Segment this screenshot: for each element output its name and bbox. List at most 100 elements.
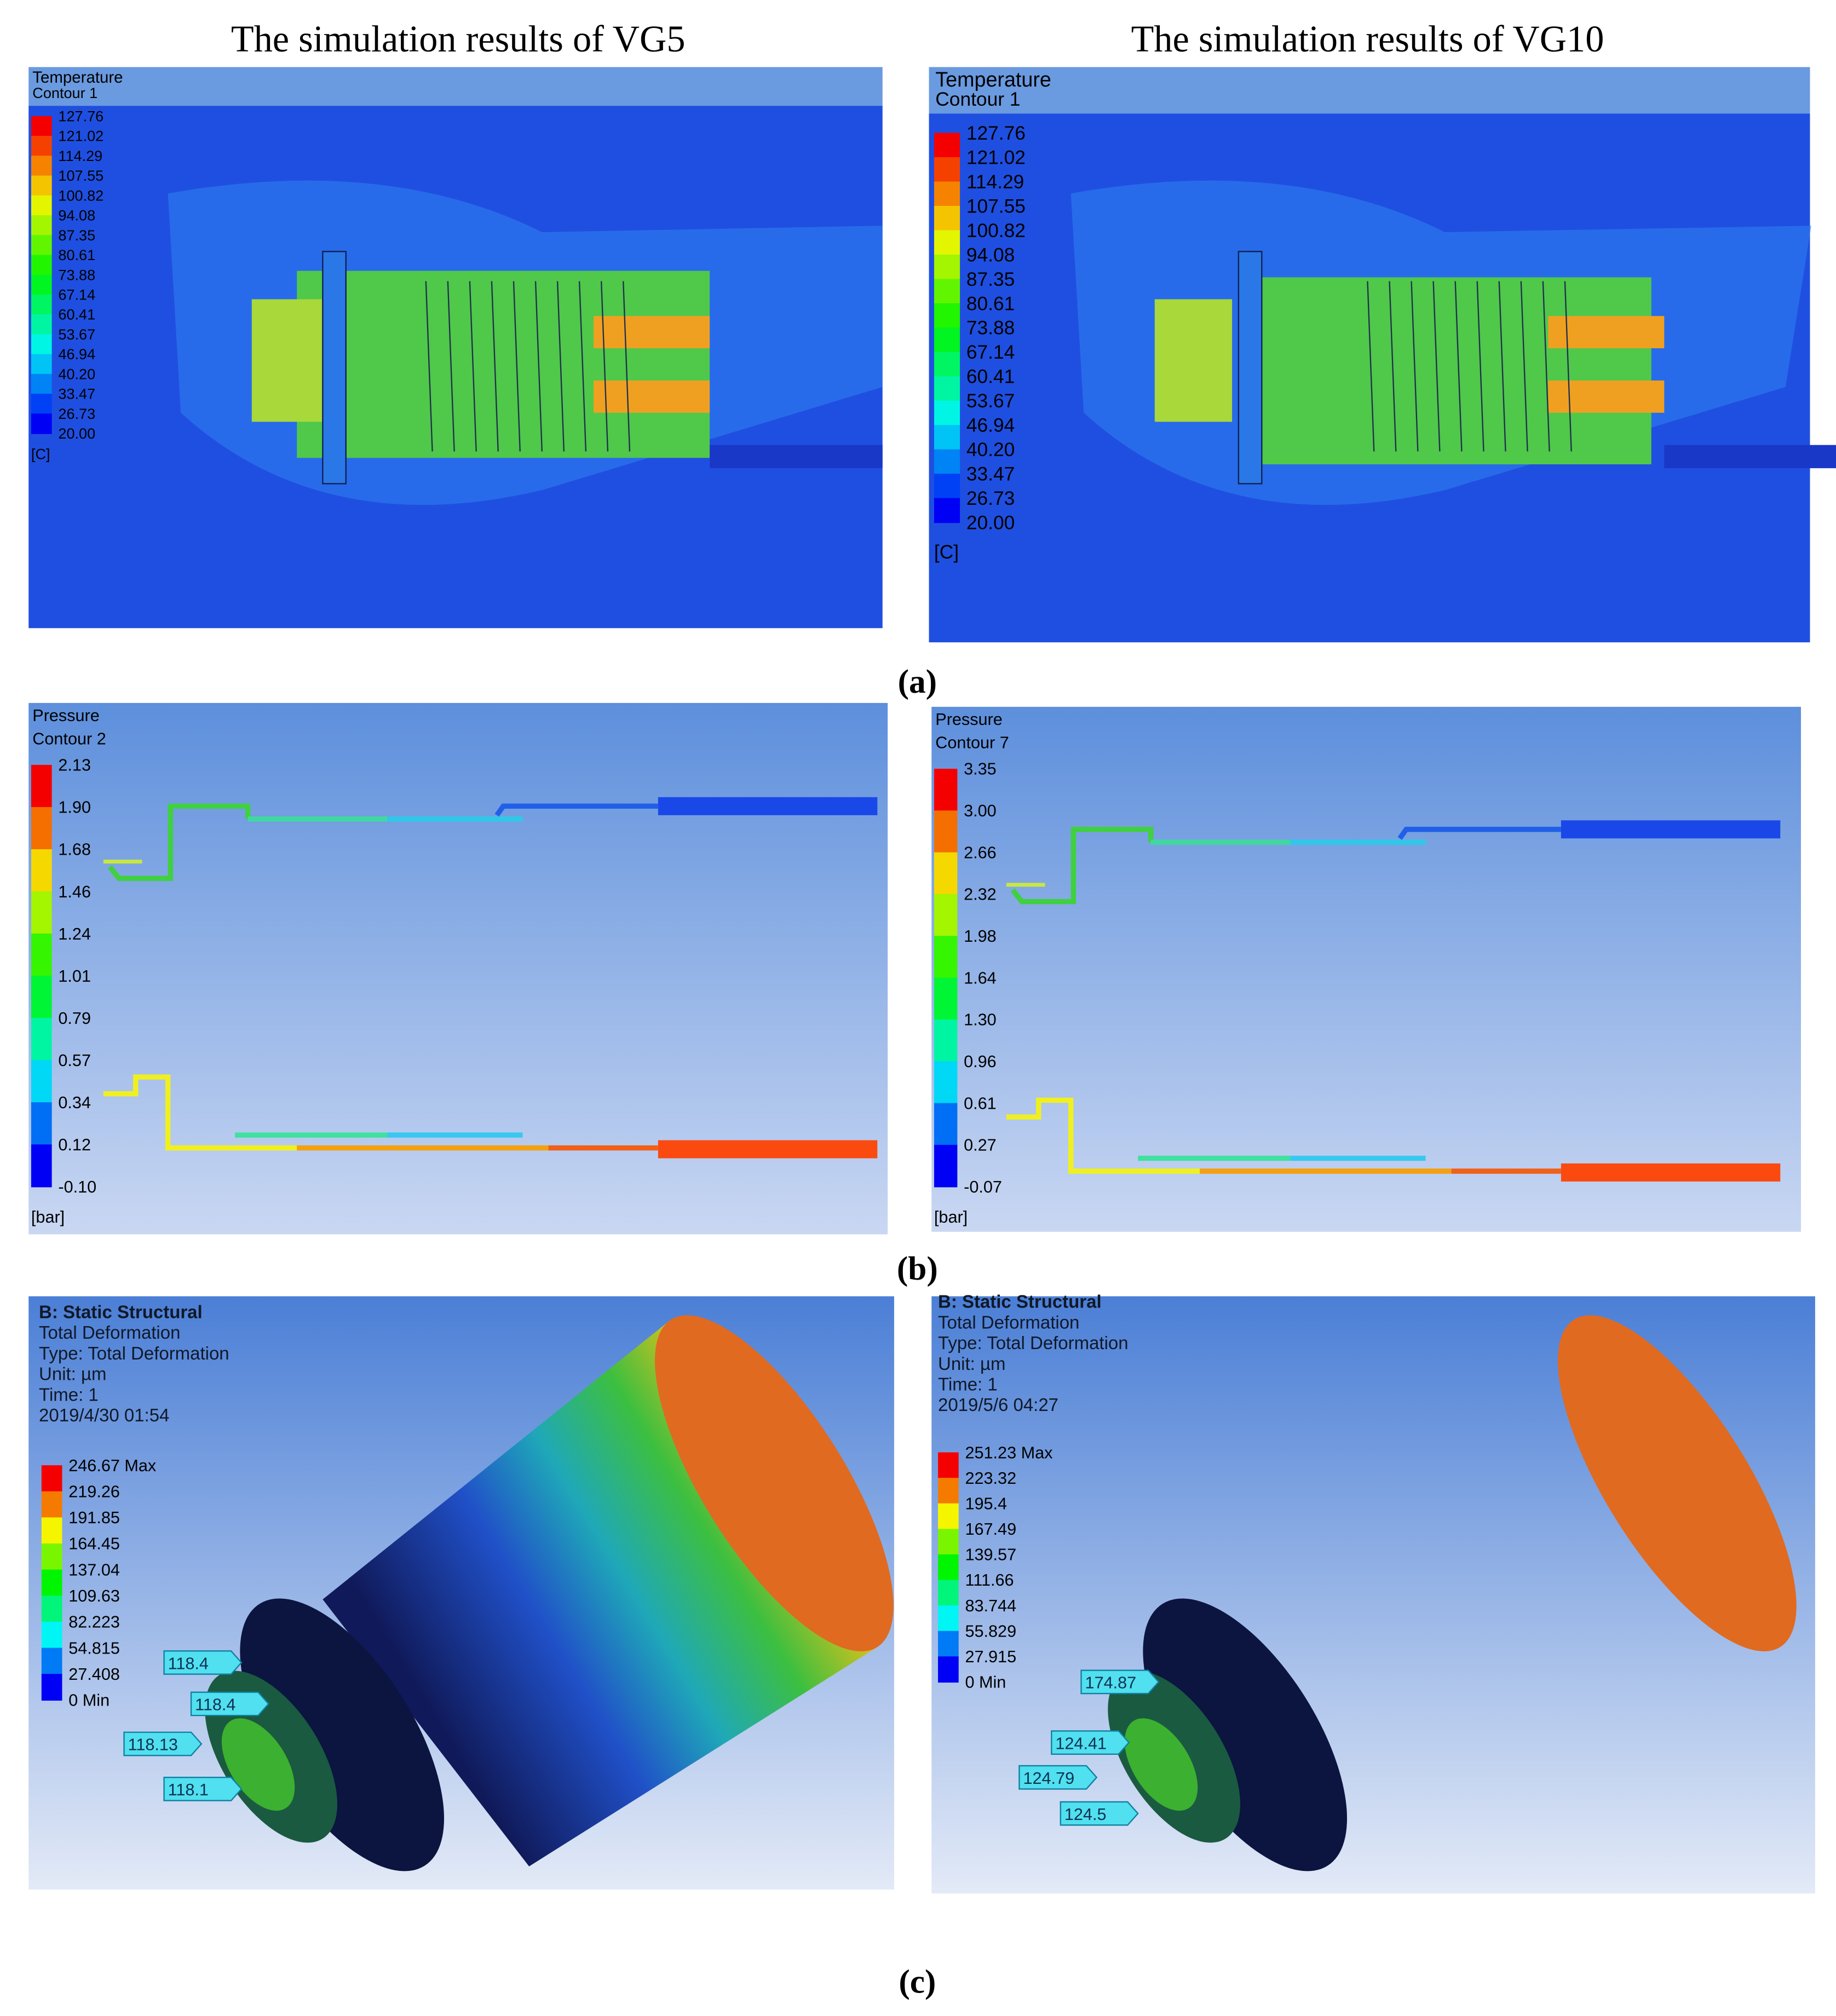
legend-label: 167.49 — [965, 1520, 1016, 1539]
legend-label: 26.73 — [966, 488, 1015, 509]
result-info: Unit: µm — [39, 1364, 106, 1384]
legend-label: 1.46 — [58, 883, 91, 901]
legend-swatch — [41, 1621, 62, 1649]
legend-swatch — [934, 498, 960, 523]
legend-label: 114.29 — [966, 171, 1024, 193]
legend-swatch — [31, 1060, 52, 1103]
legend-label: 3.00 — [964, 802, 997, 820]
cylinder-end — [654, 1315, 894, 1651]
legend-label: 33.47 — [966, 464, 1015, 485]
hot-band — [594, 316, 710, 349]
legend-label: 191.85 — [68, 1508, 120, 1527]
fin — [1389, 281, 1397, 452]
legend-label: 54.815 — [68, 1639, 120, 1657]
fin — [469, 281, 477, 452]
legend-swatch — [934, 852, 958, 895]
legend-label: 3.35 — [964, 760, 997, 779]
probe-callout — [1018, 1765, 1098, 1790]
legend-label: 55.829 — [965, 1622, 1016, 1640]
legend-label: 121.02 — [58, 128, 103, 145]
legend-label: 107.55 — [966, 195, 1026, 217]
legend-label: 20.00 — [966, 512, 1015, 533]
legend-swatch — [41, 1569, 62, 1597]
legend-swatch — [934, 206, 960, 231]
legend-label: 1.30 — [964, 1011, 997, 1029]
legend-swatch — [934, 400, 960, 426]
legend-swatch — [938, 1605, 959, 1632]
probe-value: 118.13 — [128, 1736, 178, 1754]
legend-label: 1.24 — [58, 925, 91, 943]
device-hub — [251, 299, 330, 422]
legend-title: Pressure — [935, 710, 1002, 729]
fin — [1476, 281, 1484, 452]
probe-value: 124.5 — [1064, 1805, 1107, 1824]
legend-swatch — [31, 195, 52, 216]
fin — [491, 281, 499, 452]
legend-swatch — [934, 254, 960, 280]
result-info: Unit: µm — [938, 1353, 1005, 1374]
hot-band — [1548, 380, 1665, 413]
legend-swatch — [934, 1061, 958, 1104]
result-title: B: Static Structural — [938, 1292, 1102, 1312]
flange — [322, 251, 347, 485]
channel — [494, 803, 658, 817]
legend-swatch — [934, 352, 960, 377]
legend-swatch — [934, 425, 960, 450]
legend-label: 94.08 — [966, 244, 1015, 266]
flange — [1238, 251, 1263, 485]
legend-swatch — [938, 1631, 959, 1657]
legend-subtitle: Contour 1 — [935, 89, 1020, 110]
channel — [1006, 1097, 1200, 1174]
legend-swatch — [41, 1465, 62, 1492]
legend-swatch — [938, 1554, 959, 1581]
channel — [1010, 827, 1154, 905]
legend-swatch — [41, 1648, 62, 1675]
legend-swatch — [938, 1580, 959, 1606]
device-body — [297, 270, 710, 458]
legend-subtitle: Contour 7 — [935, 733, 1009, 752]
legend-swatch — [31, 1018, 52, 1061]
outlet — [1664, 445, 1836, 469]
legend-swatch — [934, 1103, 958, 1146]
legend-label: 67.14 — [58, 286, 95, 303]
legend-label: 60.41 — [966, 366, 1015, 388]
legend-label: 82.223 — [68, 1613, 120, 1632]
header-bar — [929, 67, 1810, 114]
legend-label: 80.61 — [966, 293, 1015, 314]
legend-label: 33.47 — [58, 385, 95, 402]
legend-swatch — [31, 334, 52, 355]
probe-callout — [190, 1691, 269, 1717]
legend-label: 40.20 — [58, 365, 95, 382]
legend-label: 94.08 — [58, 207, 95, 224]
fin — [1498, 281, 1506, 452]
legend-swatch — [934, 977, 958, 1021]
legend-label: 0.57 — [58, 1051, 91, 1070]
legend-label: 80.61 — [58, 246, 95, 263]
channel — [1397, 827, 1561, 840]
legend-label: 223.32 — [965, 1469, 1016, 1488]
legend-label: 0.79 — [58, 1009, 91, 1028]
legend-label: 127.76 — [58, 107, 103, 124]
device-body — [1238, 277, 1651, 465]
legend-unit: [bar] — [934, 1208, 968, 1226]
legend-label: 26.73 — [58, 405, 95, 422]
legend-label: 127.76 — [966, 123, 1026, 144]
legend-label: 1.68 — [58, 840, 91, 859]
legend-swatch — [938, 1478, 959, 1504]
legend-label: 251.23 Max — [965, 1443, 1052, 1462]
legend-swatch — [31, 891, 52, 935]
legend-swatch — [31, 373, 52, 395]
legend-swatch — [31, 215, 52, 236]
legend-label: 67.14 — [966, 342, 1015, 363]
probe-value: 118.4 — [195, 1696, 235, 1714]
legend-swatch — [31, 136, 52, 157]
legend-swatch — [934, 769, 958, 811]
legend-label: 0.61 — [964, 1094, 997, 1113]
legend-swatch — [31, 155, 52, 176]
legend-swatch — [31, 976, 52, 1019]
legend-swatch — [31, 274, 52, 296]
legend-swatch — [934, 157, 960, 182]
legend-label: 53.67 — [58, 326, 95, 343]
